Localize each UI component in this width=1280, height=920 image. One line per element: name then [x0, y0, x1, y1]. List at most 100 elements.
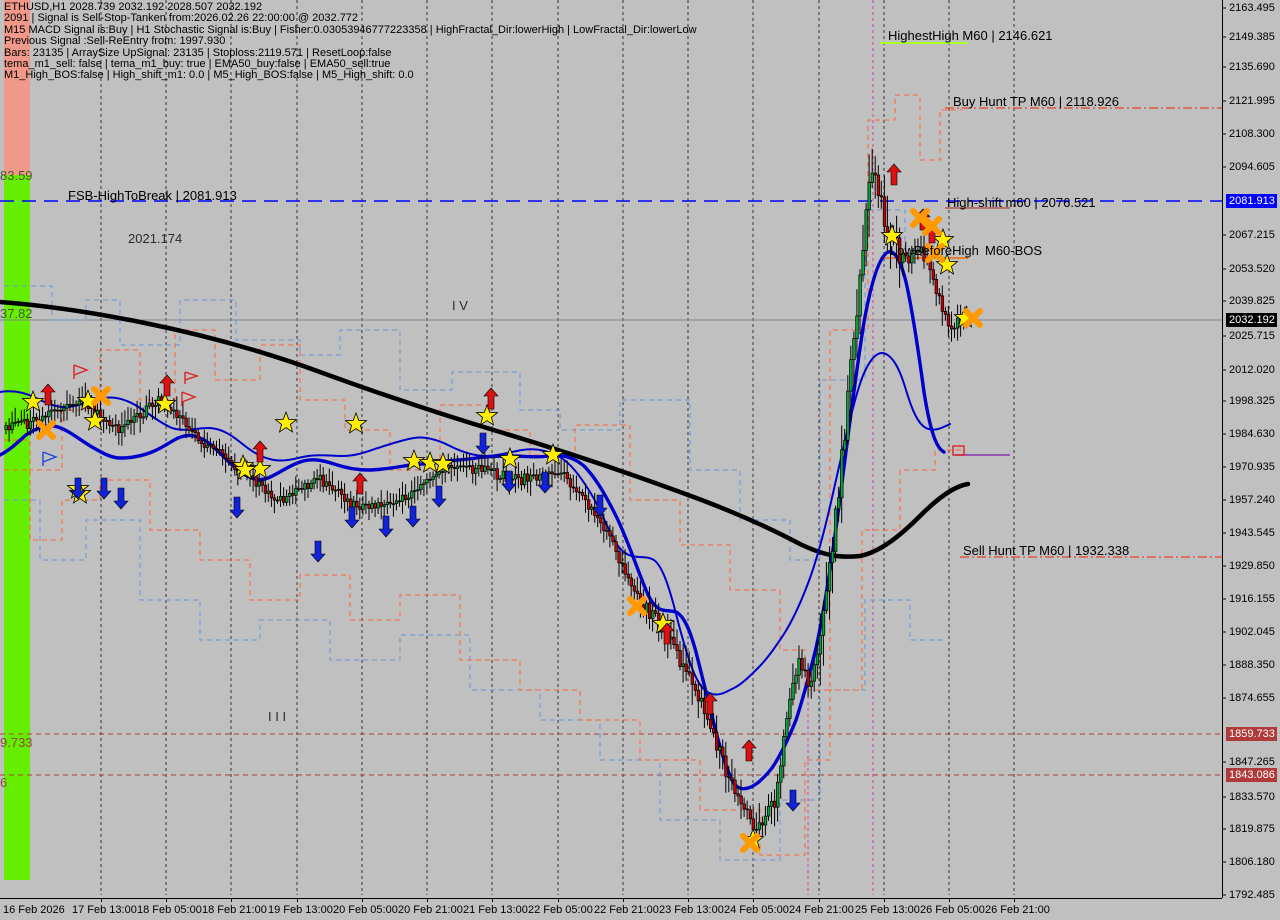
candle-body — [492, 468, 496, 471]
candle-body — [800, 658, 804, 671]
price-label: 1888.350 — [1229, 659, 1275, 671]
chart-plot-area[interactable]: HighestHigh M60 | 2146.621 Buy Hunt TP M6… — [0, 0, 1222, 898]
candle-body — [324, 481, 329, 487]
candle-body — [461, 465, 466, 468]
annotation-buy-hunt-tp[interactable]: Buy Hunt TP M60 | 2118.926 — [953, 94, 1119, 109]
candle-body — [202, 443, 207, 448]
candle-body — [913, 250, 917, 254]
candle-body — [327, 481, 332, 486]
candle-body — [190, 430, 194, 432]
price-label: 1970.935 — [1229, 461, 1275, 473]
candle-body — [931, 269, 935, 280]
annotation-clip-1843[interactable]: 6 — [0, 775, 8, 790]
candle-body — [690, 672, 694, 685]
candle-body — [367, 504, 371, 509]
candle-body — [150, 402, 155, 408]
time-tick — [753, 898, 754, 902]
candle-body — [333, 489, 338, 492]
price-label: 1847.265 — [1229, 756, 1275, 768]
candle-body — [31, 416, 36, 422]
price-label: 2012.020 — [1229, 364, 1275, 376]
price-tick — [1222, 598, 1226, 600]
annotation-tick-mark-iv[interactable]: I V — [452, 298, 468, 313]
candle-body — [788, 698, 792, 719]
star-marker-icon — [21, 389, 45, 412]
annotation-clip-2037[interactable]: 37.82 — [0, 306, 33, 321]
candle-body — [587, 499, 591, 510]
candle-body — [516, 474, 521, 478]
candle-body — [651, 610, 655, 619]
candle-body — [776, 781, 780, 808]
arrow-down-marker-icon — [741, 739, 757, 762]
time-label: 17 Feb 13:00 — [72, 904, 137, 916]
candle-body — [306, 483, 310, 489]
arrow-up-marker-icon — [310, 540, 326, 563]
candle-body — [13, 421, 17, 424]
arrow-up-marker-icon — [537, 471, 553, 494]
time-label: 26 Feb 21:00 — [985, 904, 1050, 916]
candle-body — [172, 409, 176, 412]
price-tick — [1222, 499, 1226, 501]
candle-body — [394, 500, 399, 505]
annotation-high-shift-m60[interactable]: High-shift m60 | 2076.521 — [947, 195, 1096, 210]
price-label: 2053.520 — [1229, 263, 1275, 275]
candle-body — [385, 501, 390, 505]
price-tick — [1222, 369, 1226, 371]
candle-body — [184, 417, 188, 427]
candle-body — [647, 602, 652, 619]
annotation-fsb-hightobreak[interactable]: FSB-HighToBreak | 2081.913 — [68, 188, 237, 203]
price-tick — [1222, 828, 1226, 830]
cross-marker-icon — [922, 216, 942, 236]
candle-body — [452, 467, 457, 469]
candle-body — [876, 174, 881, 196]
annotation-highest-high[interactable]: HighestHigh M60 | 2146.621 — [888, 28, 1053, 43]
candle-body — [513, 474, 518, 480]
candle-body — [382, 504, 386, 507]
candle-body — [117, 424, 121, 433]
price-scale-axis[interactable]: 2163.495 2149.385 2135.690 2121.995 2108.300… — [1222, 0, 1280, 901]
price-label: 1984.630 — [1229, 428, 1275, 440]
candle-body — [757, 822, 762, 830]
annotation-sell-hunt-tp[interactable]: Sell Hunt TP M60 | 1932.338 — [963, 543, 1130, 558]
annotation-clip-1859[interactable]: 9.733 — [0, 735, 33, 750]
candle-body — [68, 404, 72, 406]
annotation-clip-2083[interactable]: 83.59 — [0, 168, 33, 183]
candle-body — [56, 409, 60, 412]
time-tick — [166, 898, 167, 902]
time-scale-axis[interactable]: 16 Feb 2026 17 Feb 13:00 18 Feb 05:00 18 Fe… — [0, 898, 1280, 920]
candle-body — [288, 492, 292, 497]
candle-body — [388, 501, 393, 505]
candle-body — [532, 474, 536, 477]
candle-body — [766, 805, 771, 817]
time-label: 20 Feb 21:00 — [398, 904, 463, 916]
annotation-low-before-high[interactable]: LowBeforeHigh — [890, 243, 979, 258]
candle-body — [105, 420, 109, 422]
candle-body — [867, 182, 871, 211]
candle-body — [763, 815, 768, 826]
candle-body — [489, 469, 493, 471]
candle-body — [870, 172, 874, 183]
candle-body — [623, 563, 627, 575]
annotation-m60-bos[interactable]: M60-BOS — [985, 243, 1043, 258]
arrow-down-marker-icon — [886, 163, 902, 186]
candle-body — [358, 506, 362, 510]
star-marker-icon — [248, 456, 272, 479]
arrow-up-marker-icon — [70, 477, 86, 500]
cross-marker-icon — [36, 420, 56, 440]
candle-body — [571, 486, 576, 489]
candle-body — [153, 404, 158, 408]
vertical-gridlines — [100, 0, 1015, 895]
candle-body — [407, 497, 411, 500]
arrow-down-marker-icon — [159, 374, 175, 397]
time-label: 22 Feb 05:00 — [528, 904, 593, 916]
price-label: 1819.875 — [1229, 823, 1275, 835]
annotation-tick-mark-iii[interactable]: I I I — [268, 709, 287, 724]
candle-body — [419, 484, 423, 491]
candle-body — [919, 246, 923, 253]
candle-body — [849, 359, 853, 392]
candle-body — [71, 403, 75, 406]
sell-zone-band — [4, 0, 30, 175]
candle-body — [227, 457, 231, 461]
annotation-level-2021[interactable]: 2021.174 — [128, 231, 183, 246]
candle-body — [834, 508, 838, 552]
